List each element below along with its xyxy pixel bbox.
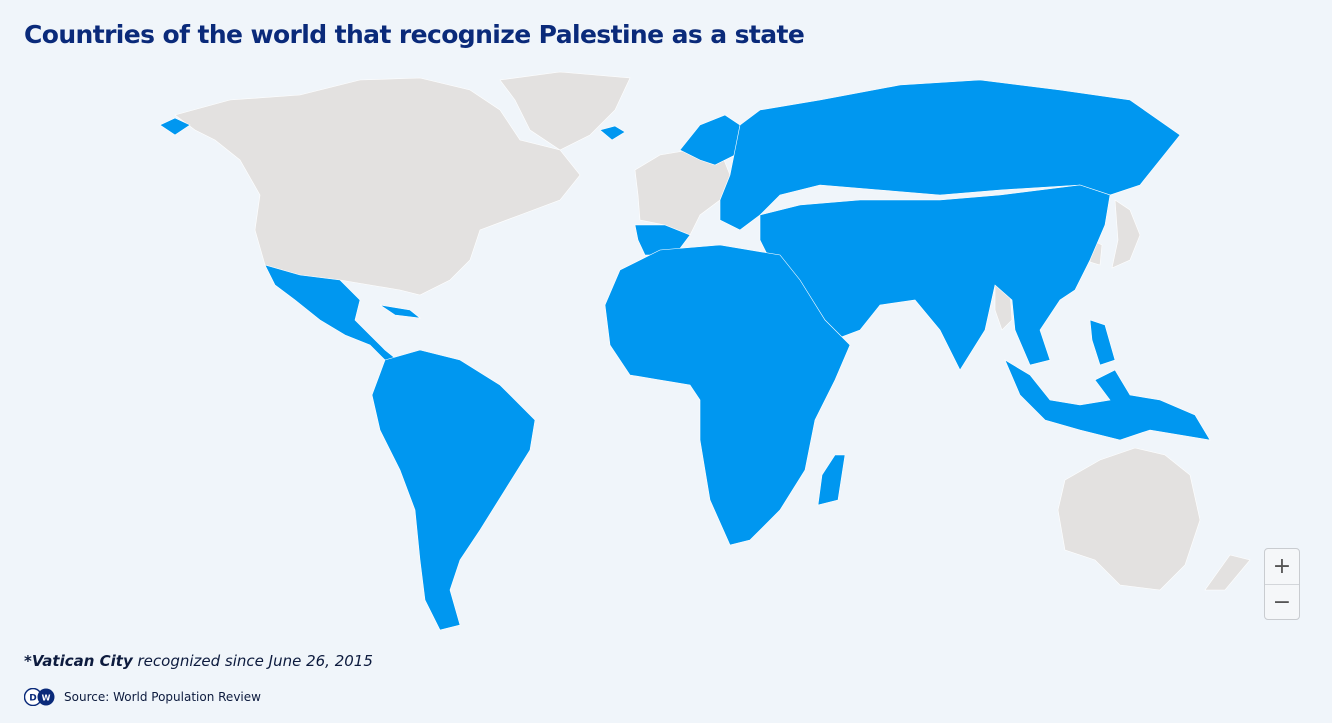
north-america <box>174 77 581 296</box>
greenland <box>499 71 631 151</box>
madagascar <box>817 454 846 506</box>
cuba <box>379 304 422 319</box>
iceland <box>599 125 626 141</box>
source-line: D W Source: World Population Review <box>24 688 261 706</box>
svg-text:W: W <box>42 694 51 703</box>
africa <box>604 244 851 546</box>
footnote-bold: *Vatican City <box>24 652 133 670</box>
south-america <box>371 349 536 631</box>
japan <box>1111 199 1141 269</box>
alaska-island <box>159 117 191 136</box>
world-map[interactable] <box>0 60 1332 640</box>
zoom-out-button[interactable]: − <box>1265 584 1299 619</box>
footnote-text: recognized since June 26, 2015 <box>132 652 373 670</box>
footnote: *Vatican City recognized since June 26, … <box>24 652 373 670</box>
non-recognizing-countries <box>174 71 1251 591</box>
map-zoom-controls: + − <box>1264 548 1300 620</box>
source-text: Source: World Population Review <box>64 690 261 704</box>
dw-logo: D W <box>24 688 55 706</box>
australia <box>1057 447 1201 591</box>
new-zealand <box>1204 554 1251 591</box>
svg-text:D: D <box>29 694 36 704</box>
recognizing-countries <box>159 79 1211 631</box>
indonesia-philippines <box>1004 319 1211 441</box>
zoom-in-button[interactable]: + <box>1265 549 1299 584</box>
page-title: Countries of the world that recognize Pa… <box>24 20 805 49</box>
